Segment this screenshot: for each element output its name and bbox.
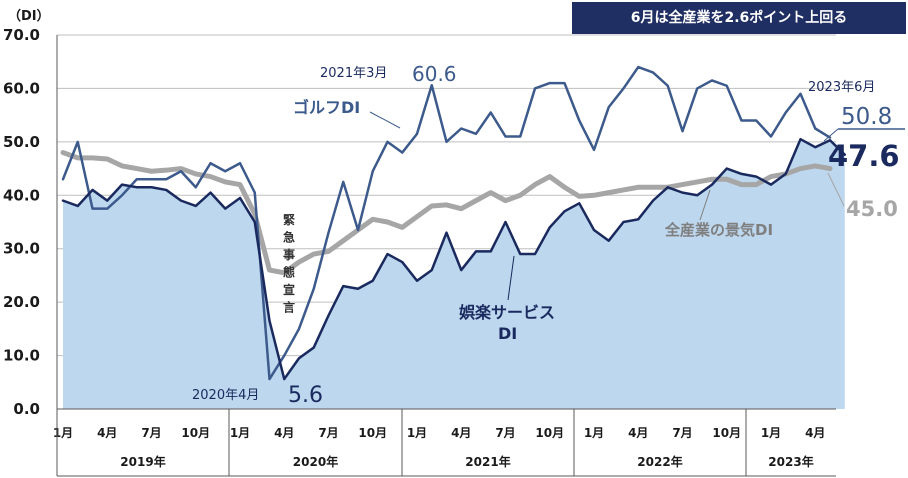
x-tick-label: 4月 [451, 426, 471, 440]
y-axis: （DI） 0.0 10.0 20.0 30.0 40.0 50.0 60.0 70.0 [3, 8, 58, 418]
all-latest-leader [827, 172, 845, 207]
low-date-label: 2020年4月 [192, 388, 259, 403]
golf-peak-value-label: 60.6 [412, 62, 457, 86]
x-tick-label: 4月 [805, 426, 825, 440]
golf-latest-value-label: 50.8 [841, 104, 892, 130]
entertainment-series-label-line2: DI [498, 324, 517, 343]
x-tick-label: 1月 [761, 426, 781, 440]
x-tick-label: 1月 [53, 426, 73, 440]
y-tick-label: 60.0 [3, 79, 40, 97]
annotations: ゴルフDI 2021年3月 60.6 2023年6月 50.8 47.6 45.… [192, 62, 905, 408]
emergency-label-char: 宣 [283, 282, 295, 297]
golf-latest-leader [823, 128, 839, 142]
x-tick-label: 1月 [407, 426, 427, 440]
x-tick-label: 10月 [535, 426, 564, 440]
year-label: 2020年 [293, 454, 338, 469]
golf-series-label: ゴルフDI [293, 98, 360, 117]
x-tick-label: 1月 [584, 426, 604, 440]
emergency-label-char: 急 [283, 230, 295, 245]
x-tick-label: 1月 [230, 426, 250, 440]
x-axis: 1月 4月 7月 10月 1月 4月 7月 10月 1月 4月 7月 10月 1月 4月 7月 10月 1月 4月… [53, 408, 836, 477]
emergency-label-char: 言 [283, 300, 295, 315]
emergency-label-char: 事 [283, 247, 295, 262]
emergency-label-char: 緊 [283, 212, 295, 227]
all-industries-latest-value-label: 45.0 [846, 197, 898, 221]
entertainment-label-leader [507, 255, 515, 301]
entertainment-series-line [61, 137, 846, 381]
year-label: 2019年 [120, 454, 165, 469]
golf-peak-date-label: 2021年3月 [320, 66, 387, 81]
y-axis-unit-label: （DI） [8, 8, 50, 24]
x-tick-label: 7月 [141, 426, 161, 440]
all-label-leader [699, 189, 711, 221]
x-tick-label: 10月 [712, 426, 741, 440]
y-tick-label: 70.0 [3, 26, 40, 44]
low-value-label: 5.6 [288, 383, 323, 408]
golf-series-line [61, 65, 832, 381]
golf-label-leader [369, 111, 401, 129]
x-tick-label: 4月 [274, 426, 294, 440]
all-industries-series-line [60, 150, 833, 276]
banner-text: 6月は全産業を2.6ポイント上回る [630, 10, 848, 26]
x-tick-label: 7月 [495, 426, 515, 440]
latest-date-label: 2023年6月 [808, 80, 875, 95]
entertainment-latest-value-label: 47.6 [828, 139, 900, 173]
year-label: 2023年 [768, 454, 813, 469]
x-tick-label: 4月 [97, 426, 117, 440]
y-tick-label: 30.0 [3, 240, 40, 258]
entertainment-series-label-line1: 娯楽サービス [459, 303, 555, 322]
all-industries-series-label: 全産業の景気DI [664, 221, 773, 239]
x-tick-label: 7月 [672, 426, 692, 440]
y-tick-label: 0.0 [13, 400, 40, 418]
x-tick-label: 10月 [181, 426, 210, 440]
year-label: 2021年 [465, 454, 510, 469]
emergency-label-char: 態 [283, 265, 295, 280]
x-tick-label: 4月 [628, 426, 648, 440]
page-title-banner: 6月は全産業を2.6ポイント上回る [572, 2, 906, 34]
y-tick-label: 50.0 [3, 133, 40, 151]
year-label: 2022年 [637, 454, 682, 469]
x-tick-label: 7月 [318, 426, 338, 440]
y-tick-label: 10.0 [3, 347, 40, 365]
y-tick-label: 20.0 [3, 293, 40, 311]
x-tick-label: 10月 [358, 426, 387, 440]
y-tick-label: 40.0 [3, 186, 40, 204]
